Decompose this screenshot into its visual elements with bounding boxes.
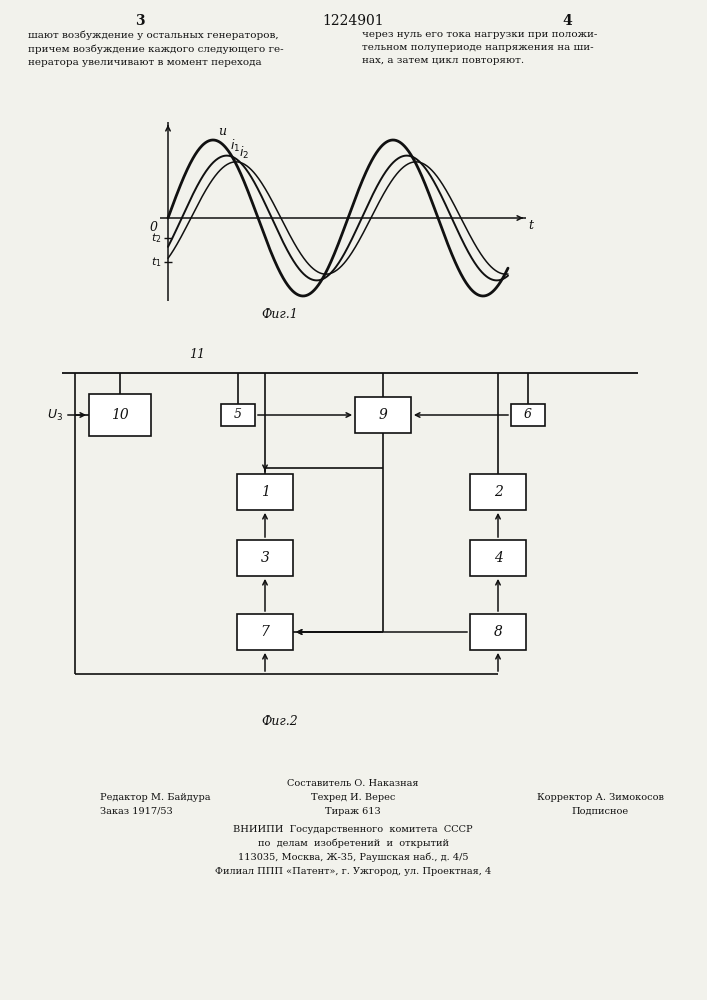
Text: Техред И. Верес: Техред И. Верес bbox=[311, 793, 395, 802]
Bar bbox=[221, 404, 255, 426]
Text: Составитель О. Наказная: Составитель О. Наказная bbox=[287, 779, 419, 788]
Text: 113035, Москва, Ж-35, Раушская наб., д. 4/5: 113035, Москва, Ж-35, Раушская наб., д. … bbox=[238, 853, 468, 862]
Text: 7: 7 bbox=[261, 625, 269, 639]
Text: 10: 10 bbox=[111, 408, 129, 422]
Text: 9: 9 bbox=[378, 408, 387, 422]
Text: через нуль его тока нагрузки при положи-
тельном полупериоде напряжения на ши-
н: через нуль его тока нагрузки при положи-… bbox=[362, 30, 597, 65]
Text: Тираж 613: Тираж 613 bbox=[325, 807, 381, 816]
Bar bbox=[237, 540, 293, 576]
Text: t: t bbox=[528, 219, 533, 232]
Text: $i_2$: $i_2$ bbox=[239, 145, 249, 161]
Text: Подписное: Подписное bbox=[571, 807, 629, 816]
Text: 2: 2 bbox=[493, 485, 503, 499]
Text: 0: 0 bbox=[150, 221, 158, 234]
Bar bbox=[511, 404, 545, 426]
Bar bbox=[237, 474, 293, 510]
Text: Фиг.1: Фиг.1 bbox=[262, 308, 298, 321]
Bar bbox=[470, 540, 526, 576]
Text: Фиг.2: Фиг.2 bbox=[262, 715, 298, 728]
Text: 4: 4 bbox=[562, 14, 572, 28]
Bar bbox=[470, 614, 526, 650]
Text: Заказ 1917/53: Заказ 1917/53 bbox=[100, 807, 173, 816]
Bar bbox=[237, 614, 293, 650]
Bar bbox=[89, 394, 151, 436]
Text: 5: 5 bbox=[234, 408, 242, 422]
Text: $U_3$: $U_3$ bbox=[47, 407, 63, 423]
Text: 8: 8 bbox=[493, 625, 503, 639]
Bar bbox=[470, 474, 526, 510]
Bar bbox=[355, 397, 411, 433]
Text: шают возбуждение у остальных генераторов,
причем возбуждение каждого следующего : шают возбуждение у остальных генераторов… bbox=[28, 30, 284, 67]
Text: $i_1$: $i_1$ bbox=[230, 138, 240, 154]
Text: Филиал ППП «Патент», г. Ужгород, ул. Проектная, 4: Филиал ППП «Патент», г. Ужгород, ул. Про… bbox=[215, 867, 491, 876]
Text: 3: 3 bbox=[261, 551, 269, 565]
Text: 1224901: 1224901 bbox=[322, 14, 384, 28]
Text: Корректор А. Зимокосов: Корректор А. Зимокосов bbox=[537, 793, 663, 802]
Text: 11: 11 bbox=[189, 348, 205, 361]
Text: 4: 4 bbox=[493, 551, 503, 565]
Text: $t_1$: $t_1$ bbox=[151, 255, 162, 269]
Text: 6: 6 bbox=[524, 408, 532, 422]
Text: 1: 1 bbox=[261, 485, 269, 499]
Text: ВНИИПИ  Государственного  комитета  СССР: ВНИИПИ Государственного комитета СССР bbox=[233, 825, 473, 834]
Text: u: u bbox=[218, 125, 226, 138]
Text: по  делам  изобретений  и  открытий: по делам изобретений и открытий bbox=[257, 839, 448, 848]
Text: $t_2$: $t_2$ bbox=[151, 231, 162, 245]
Text: Редактор М. Байдура: Редактор М. Байдура bbox=[100, 793, 211, 802]
Text: 3: 3 bbox=[135, 14, 145, 28]
